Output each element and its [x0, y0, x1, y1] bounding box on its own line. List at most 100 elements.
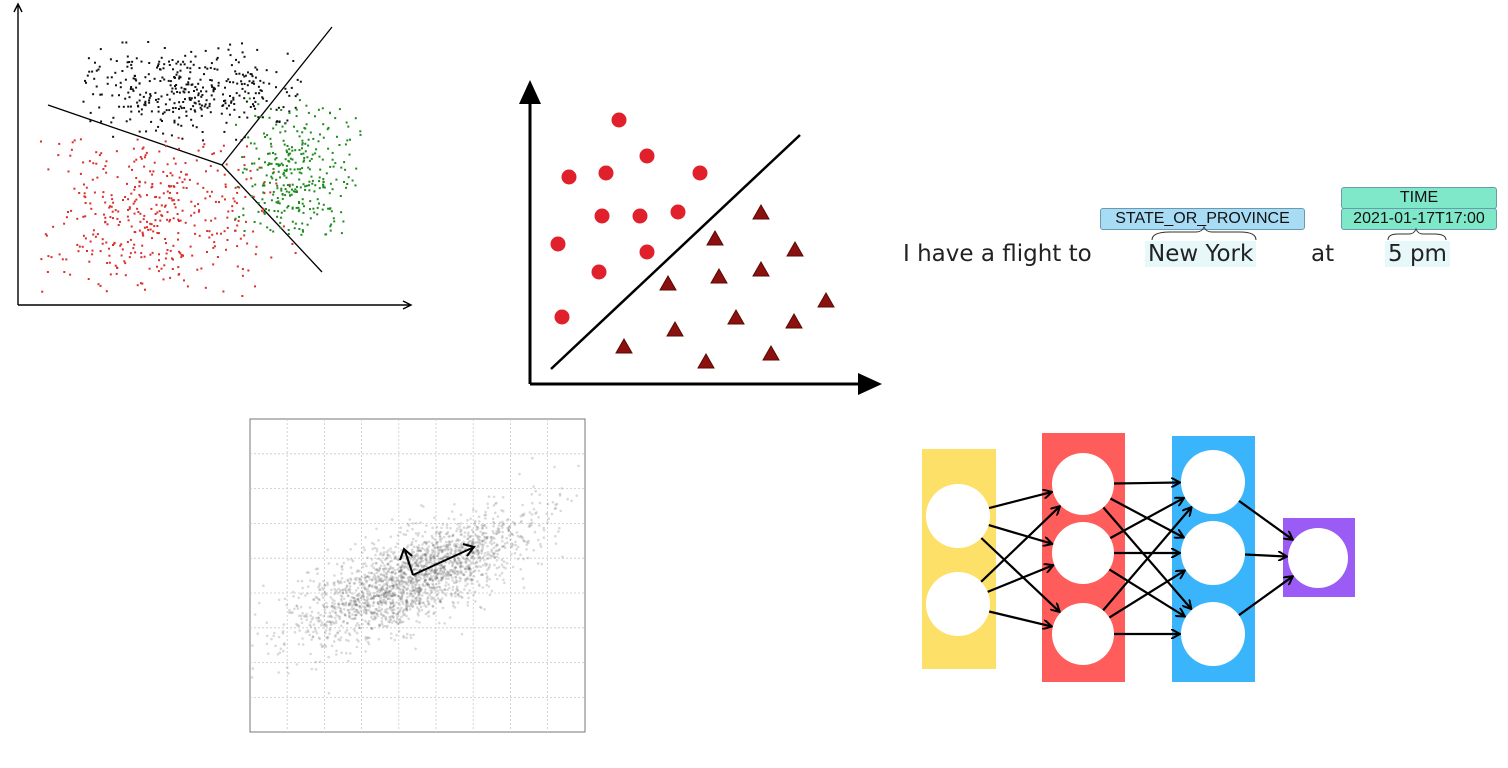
cluster-point [158, 196, 161, 199]
pca-point [380, 620, 384, 623]
cluster-point [148, 267, 151, 270]
pca-point [472, 551, 476, 555]
pca-point [399, 531, 402, 534]
cluster-point [313, 190, 316, 193]
cluster-point [192, 63, 195, 66]
cluster-point [124, 196, 127, 198]
pca-point [384, 602, 388, 606]
cluster-point [193, 109, 196, 112]
pca-point [414, 532, 418, 535]
pca-point [518, 472, 521, 476]
pca-point [527, 525, 531, 528]
cluster-point [220, 112, 223, 115]
pca-point [300, 621, 304, 625]
cluster-point [151, 173, 154, 176]
cluster-point [193, 101, 196, 104]
cluster-point [290, 172, 293, 175]
pca-point [361, 591, 365, 595]
cluster-point [162, 192, 165, 195]
cluster-point [254, 107, 257, 110]
cluster-point [210, 79, 213, 82]
pca-point [440, 537, 444, 540]
pca-point [490, 548, 493, 552]
pca-point [427, 545, 431, 548]
pca-point [472, 575, 476, 578]
pca-point [432, 554, 436, 557]
pca-point [424, 553, 428, 557]
cluster-point [148, 96, 151, 99]
pca-point [472, 531, 475, 534]
pca-point [480, 523, 484, 527]
cluster-point [201, 94, 204, 96]
cluster-point [172, 68, 174, 71]
pca-point [326, 635, 330, 639]
pca-point [389, 578, 393, 581]
cluster-point [127, 91, 130, 94]
pca-point [349, 603, 352, 606]
cluster-point [307, 138, 310, 141]
cluster-point [168, 98, 171, 101]
pca-point [538, 501, 542, 505]
cluster-point [253, 221, 256, 223]
pca-point [410, 592, 413, 596]
pca-point [468, 567, 471, 571]
pca-point [273, 631, 276, 635]
pca-point [318, 637, 322, 641]
pca-point [505, 536, 509, 540]
pca-point [435, 577, 439, 580]
cluster-point [141, 282, 144, 285]
pca-point [486, 557, 489, 561]
pca-point [404, 607, 408, 611]
cluster-point [148, 101, 151, 104]
cluster-point [335, 178, 338, 181]
neuron [1181, 602, 1245, 666]
cluster-point [145, 130, 148, 133]
pca-point [367, 623, 371, 626]
pca-point [431, 526, 434, 530]
pca-point [400, 575, 403, 579]
pca-point [329, 614, 332, 617]
cluster-point [138, 99, 141, 102]
cluster-point [272, 193, 275, 196]
cluster-point [139, 93, 142, 96]
pca-point [391, 585, 395, 588]
cluster-point [288, 110, 291, 113]
pca-point [376, 602, 380, 606]
pca-point [458, 558, 462, 561]
cluster-point [84, 79, 86, 82]
cluster-point [156, 211, 159, 214]
pca-point [424, 572, 427, 575]
cluster-point [272, 127, 275, 130]
cluster-point [154, 219, 157, 222]
cluster-point [236, 185, 239, 188]
cluster-point [243, 111, 246, 114]
cluster-point [268, 162, 271, 165]
pca-point [345, 638, 348, 642]
cluster-point [290, 86, 293, 89]
cluster-point [296, 191, 298, 193]
pca-point [371, 585, 374, 589]
cluster-point [142, 95, 145, 98]
cluster-point [257, 85, 260, 88]
pca-point [540, 562, 544, 566]
cluster-point [180, 107, 183, 110]
pca-point [398, 570, 401, 573]
pca-point [443, 592, 446, 595]
cluster-point [174, 206, 177, 209]
pca-point [250, 676, 254, 679]
pca-point [424, 573, 428, 577]
cluster-point [47, 168, 50, 171]
pca-point [449, 547, 452, 550]
pca-point [460, 546, 464, 549]
cluster-point [196, 268, 199, 271]
cluster-point [298, 99, 301, 102]
cluster-point [136, 207, 139, 210]
pca-point [374, 553, 377, 557]
pca-point [332, 640, 336, 643]
cluster-point [301, 142, 304, 145]
pca-point [459, 571, 463, 575]
cluster-point [244, 74, 247, 77]
pca-point [446, 532, 449, 535]
pca-point [405, 608, 409, 611]
cluster-point [188, 96, 191, 99]
